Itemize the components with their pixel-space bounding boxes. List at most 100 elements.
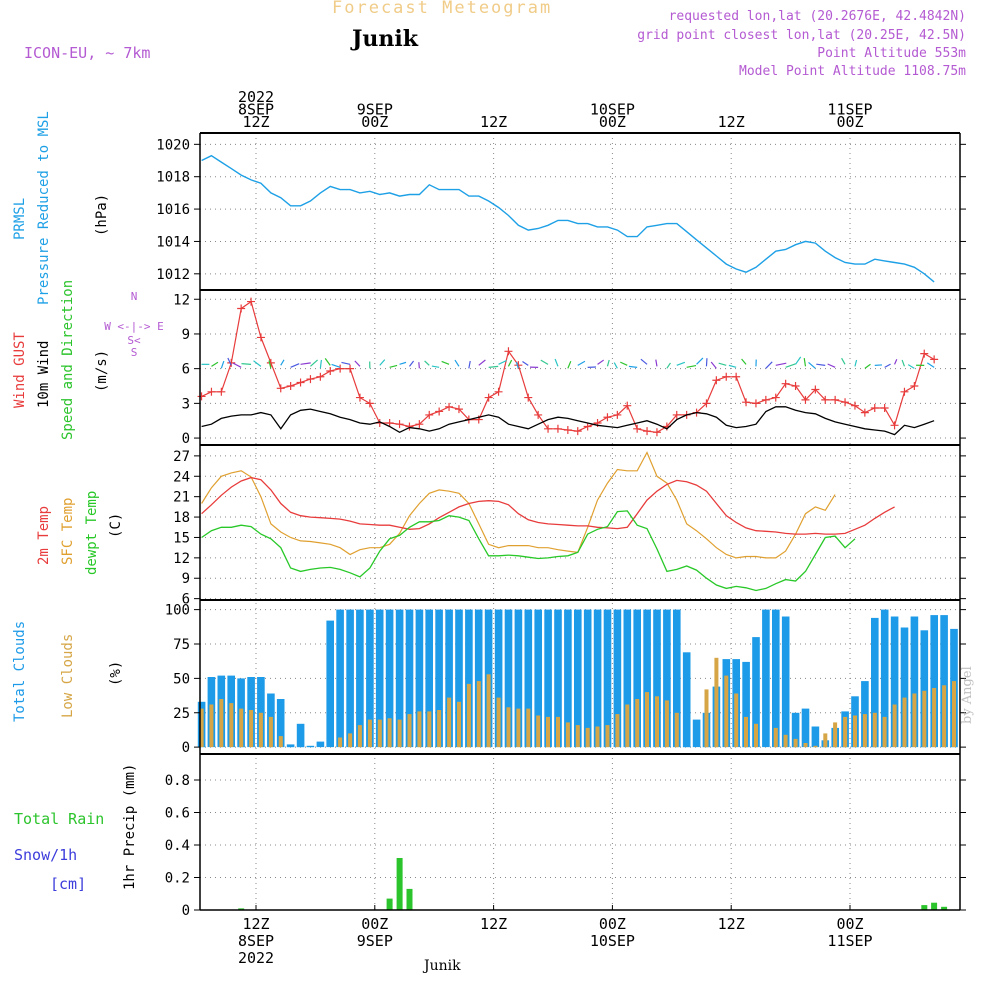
wind-direction-arrow	[827, 363, 836, 368]
total-cloud-bar	[880, 609, 889, 748]
total-cloud-bar	[692, 719, 701, 748]
y-tick-label: 1016	[156, 202, 190, 218]
gust-marker	[751, 399, 760, 408]
axis-ticks	[194, 132, 966, 911]
gust-marker	[306, 375, 315, 384]
y-tick-label: 0	[182, 903, 190, 919]
gust-marker	[870, 403, 879, 412]
wind-direction-arrow	[498, 359, 507, 365]
gust-marker	[890, 421, 899, 430]
total-cloud-bar	[762, 609, 770, 748]
low-cloud-bar	[565, 722, 570, 748]
wind-direction-arrow	[775, 362, 787, 366]
total-cloud-bar	[653, 609, 661, 748]
bottom-time-label: 10SEP	[590, 932, 635, 950]
total-cloud-bar	[425, 609, 433, 748]
bottom-time-label: 9SEP	[357, 932, 393, 950]
gust-marker	[831, 395, 840, 404]
model-label: ICON-EU, ~ 7km	[24, 44, 151, 62]
gridlines	[200, 133, 960, 911]
total-cloud-bar	[405, 609, 414, 748]
total-cloud-bar	[415, 609, 424, 748]
wind-direction-arrow	[515, 361, 519, 369]
data-series	[197, 154, 958, 911]
low-cloud-bar	[239, 708, 244, 748]
gust-marker	[761, 395, 770, 404]
gust-marker	[445, 402, 454, 411]
low-cloud-bar	[486, 674, 491, 748]
gust-axis-label: Wind GUST	[12, 332, 28, 408]
gust-marker	[801, 395, 810, 404]
total-cloud-bar	[257, 677, 265, 748]
gust-marker	[583, 422, 592, 431]
low-cloud-bar	[229, 703, 234, 748]
low-cloud-bar	[357, 725, 362, 748]
y-tick-label: 0.6	[165, 806, 190, 822]
total-cloud-bar	[781, 616, 790, 748]
gust-marker	[504, 347, 513, 356]
wind-direction-arrow	[522, 360, 529, 366]
top-title: Forecast Meteogram	[332, 0, 553, 18]
low-cloud-bar	[516, 708, 521, 748]
wind-direction-arrow	[728, 364, 737, 368]
wind-direction-arrow	[620, 361, 628, 366]
gust-marker	[603, 413, 612, 422]
low-cloud-bar	[704, 689, 709, 748]
low-cloud-bar	[714, 657, 719, 748]
gust-marker	[930, 355, 939, 364]
low-cloud-bar	[367, 719, 372, 748]
top-time-label: 12Z	[718, 113, 745, 131]
rain-label: Total Rain	[14, 810, 104, 828]
total-cloud-bar	[564, 609, 572, 748]
low-cloud-bar	[635, 699, 640, 748]
t2m-line	[201, 476, 895, 535]
dewpt-axis-label: dewpt Temp	[84, 491, 100, 575]
total-clouds-label: Total Clouds	[12, 621, 28, 722]
wind-direction-arrow	[718, 362, 727, 366]
low-cloud-bar	[348, 733, 353, 748]
low-cloud-bar	[427, 711, 432, 748]
low-clouds-label: Low Clouds	[60, 634, 76, 718]
wind-direction-arrow	[431, 365, 440, 368]
low-cloud-bar	[803, 743, 808, 748]
wind-axis-label: 10m Wind	[36, 341, 52, 408]
low-cloud-bar	[724, 675, 729, 748]
gust-marker	[217, 387, 226, 396]
total-cloud-bar	[643, 609, 651, 748]
top-time-label: 00Z	[361, 113, 388, 131]
y-tick-label: 9	[182, 571, 190, 587]
wind-direction-arrow	[841, 357, 846, 365]
bottom-time-label: 2022	[238, 949, 274, 967]
bottom-time-label: 12Z	[718, 915, 745, 933]
low-cloud-bar	[506, 707, 511, 748]
wind-direction-arrow	[540, 359, 549, 365]
y-tick-label: 0.2	[165, 871, 190, 887]
wind-direction-arrow	[280, 359, 285, 366]
pressure-unit: (hPa)	[94, 194, 110, 236]
grid-point-coords: grid point closest lon,lat (20.25E, 42.5…	[637, 28, 966, 43]
gust-marker	[365, 399, 374, 408]
wind-direction-arrow	[864, 363, 871, 369]
y-tick-label: 18	[173, 510, 190, 526]
wind-direction-arrow	[331, 363, 341, 368]
low-cloud-bar	[783, 734, 788, 748]
top-time-label: 10SEP	[590, 101, 635, 119]
wind-direction-arrow	[907, 364, 915, 369]
footer-location: Junik	[424, 958, 461, 974]
wind-direction-arrow	[341, 361, 351, 365]
total-cloud-bar	[356, 609, 364, 748]
wind-unit: (m/s)	[94, 350, 110, 392]
gust-marker	[623, 401, 632, 410]
gust-marker	[276, 384, 285, 393]
gust-marker	[346, 364, 355, 373]
low-cloud-bar	[872, 712, 877, 748]
low-cloud-bar	[338, 737, 343, 748]
wind-direction-arrow	[232, 362, 242, 368]
total-cloud-bar	[772, 609, 780, 748]
gust-marker	[811, 385, 820, 394]
total-cloud-bar	[673, 609, 681, 748]
total-cloud-bar	[910, 616, 919, 748]
wind-direction-arrow	[816, 363, 826, 366]
total-cloud-bar	[791, 712, 800, 748]
low-cloud-bar	[437, 710, 442, 748]
